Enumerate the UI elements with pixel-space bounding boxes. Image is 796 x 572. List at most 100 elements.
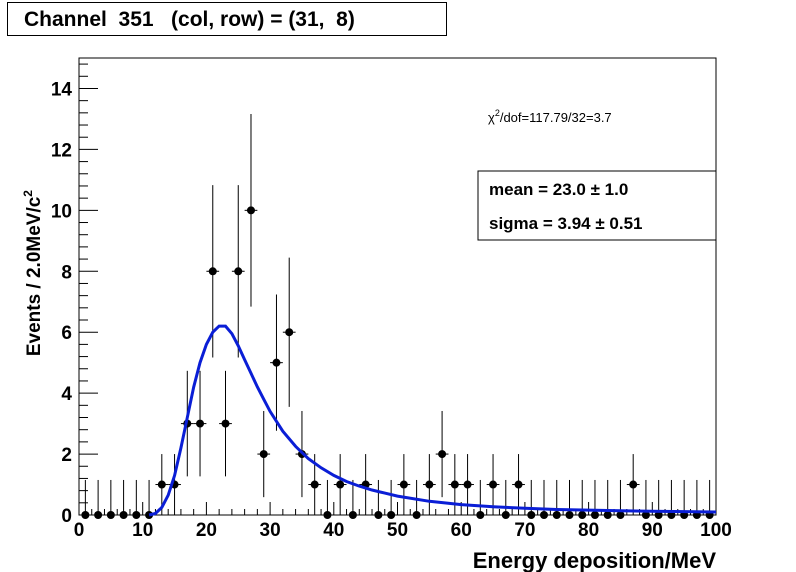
data-point	[499, 479, 513, 519]
data-point	[626, 454, 640, 515]
data-point	[270, 294, 283, 431]
point-marker	[221, 419, 230, 428]
data-point	[91, 479, 105, 519]
point-marker	[425, 480, 434, 489]
point-marker	[348, 511, 357, 519]
x-tick-label: 80	[578, 520, 599, 541]
data-point	[550, 479, 564, 519]
data-point	[219, 370, 232, 477]
chi2-label: χ2/dof=117.79/32=3.7	[488, 108, 612, 125]
data-point	[410, 479, 423, 519]
point-marker	[106, 511, 115, 519]
data-point	[321, 479, 334, 519]
data-point	[652, 479, 666, 519]
y-axis-title-main: Events / 2.0MeV/c	[24, 196, 45, 356]
point-marker	[387, 511, 396, 519]
data-point	[384, 479, 398, 519]
data-point	[359, 454, 373, 515]
point-marker	[208, 267, 217, 276]
point-marker	[246, 206, 255, 215]
point-marker	[641, 511, 650, 519]
point-marker	[310, 480, 319, 489]
data-point	[601, 479, 615, 519]
data-point	[244, 113, 258, 307]
data-point	[665, 479, 678, 519]
sigma-value: 3.94	[558, 214, 592, 233]
y-tick-label: 2	[61, 445, 72, 466]
point-marker	[489, 480, 498, 489]
mean-error: 1.0	[605, 180, 629, 199]
point-marker	[119, 511, 128, 519]
point-marker	[616, 511, 625, 519]
stats-box	[477, 170, 717, 241]
data-point	[614, 479, 627, 519]
mean-label: mean =	[489, 180, 548, 199]
point-marker	[438, 450, 447, 459]
fit-curve	[148, 324, 717, 517]
data-point	[563, 479, 576, 519]
axes: 0 10 20 30 40 50 60 70 80 90 100 0 2 4 6 8 10 12 14	[51, 63, 732, 541]
point-marker	[540, 511, 549, 519]
x-tick-label: 0	[74, 520, 85, 541]
point-marker	[514, 480, 523, 489]
x-tick-label: 60	[451, 520, 472, 541]
x-tick-label: 100	[700, 520, 732, 541]
data-point	[435, 410, 449, 498]
x-tick-label: 10	[132, 520, 153, 541]
data-point	[231, 185, 245, 358]
point-marker	[272, 358, 281, 367]
data-point	[333, 454, 347, 515]
x-tick-label: 50	[387, 520, 408, 541]
data-point	[104, 479, 118, 519]
data-point	[524, 479, 538, 519]
mean-value: 23.0	[553, 180, 586, 199]
point-marker	[412, 511, 421, 519]
point-marker	[234, 267, 243, 276]
data-point	[346, 479, 360, 519]
chi2-dof: /dof=	[500, 110, 529, 125]
point-marker	[94, 511, 103, 519]
point-marker	[476, 511, 485, 519]
chi2-sup: 2	[495, 108, 500, 118]
point-marker	[603, 511, 612, 519]
point-marker	[578, 511, 587, 519]
stats-mean: mean = 23.0 ± 1.0	[489, 180, 628, 199]
data-point	[588, 479, 602, 519]
point-marker	[501, 511, 510, 519]
y-tick-label: 0	[61, 506, 72, 527]
chart-title: Channel 351 (col, row) = (31, 8)	[24, 8, 355, 31]
point-marker	[667, 511, 676, 519]
x-tick-label: 30	[260, 520, 281, 541]
point-marker	[629, 480, 638, 489]
point-marker	[450, 480, 459, 489]
y-tick-label: 6	[61, 323, 72, 344]
point-marker	[399, 480, 408, 489]
data-point	[473, 479, 487, 519]
y-tick-label: 8	[61, 262, 72, 283]
data-point	[397, 454, 411, 515]
data-point	[512, 454, 525, 515]
y-axis-title: Events / 2.0MeV/c2	[21, 190, 45, 356]
data-point	[129, 479, 143, 519]
data-point	[639, 479, 653, 519]
point-marker	[565, 511, 574, 519]
data-points	[79, 113, 716, 519]
data-point	[206, 185, 220, 358]
point-marker	[336, 480, 345, 489]
point-marker	[552, 511, 561, 519]
plot-frame	[78, 57, 717, 516]
data-point	[79, 479, 92, 519]
point-marker	[81, 511, 90, 519]
stats-sigma: sigma = 3.94 ± 0.51	[489, 214, 643, 233]
data-point	[575, 479, 589, 519]
y-tick-label: 4	[61, 384, 72, 405]
data-point	[193, 370, 207, 477]
x-tick-label: 20	[196, 520, 217, 541]
point-marker	[196, 419, 205, 428]
data-point	[537, 479, 551, 519]
point-marker	[527, 511, 536, 519]
point-marker	[132, 511, 141, 519]
data-point	[422, 454, 436, 515]
point-marker	[157, 480, 166, 489]
